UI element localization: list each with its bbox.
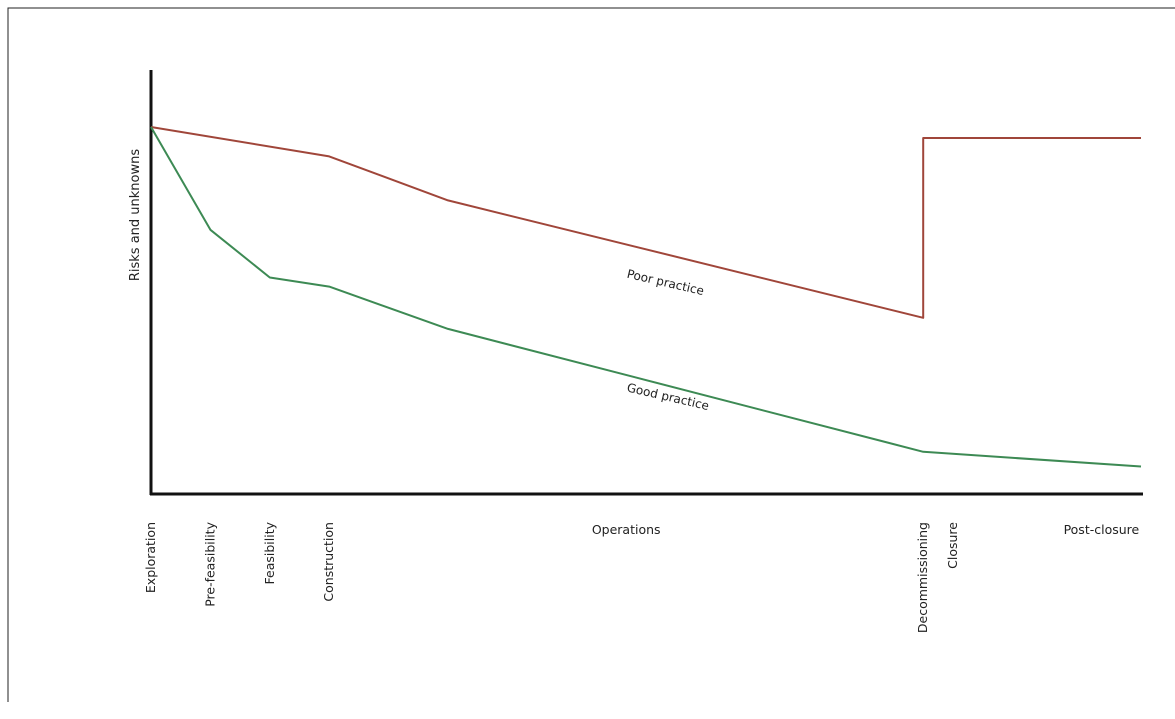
stage-label-decommissioning: Decommissioning bbox=[915, 522, 930, 633]
stage-label-pre-feasibility: Pre-feasibility bbox=[202, 521, 217, 606]
stage-label-layer: Exploration Pre-feasibility Feasibility Con… bbox=[143, 521, 1140, 633]
stage-label-feasibility: Feasibility bbox=[262, 521, 277, 584]
series-label-poor-practice: Poor practice bbox=[626, 267, 706, 298]
page-border bbox=[7, 7, 1175, 702]
stage-label-closure: Closure bbox=[945, 522, 960, 569]
y-axis-title: Risks and unknowns bbox=[128, 149, 143, 282]
series-line-good-practice bbox=[150, 126, 1142, 468]
stage-label-exploration: Exploration bbox=[143, 522, 158, 593]
stage-label-construction: Construction bbox=[321, 522, 336, 602]
stage-label-post-closure: Post-closure bbox=[1064, 522, 1140, 537]
series-line-poor-practice bbox=[150, 126, 1141, 319]
stage-label-operations: Operations bbox=[592, 522, 661, 537]
